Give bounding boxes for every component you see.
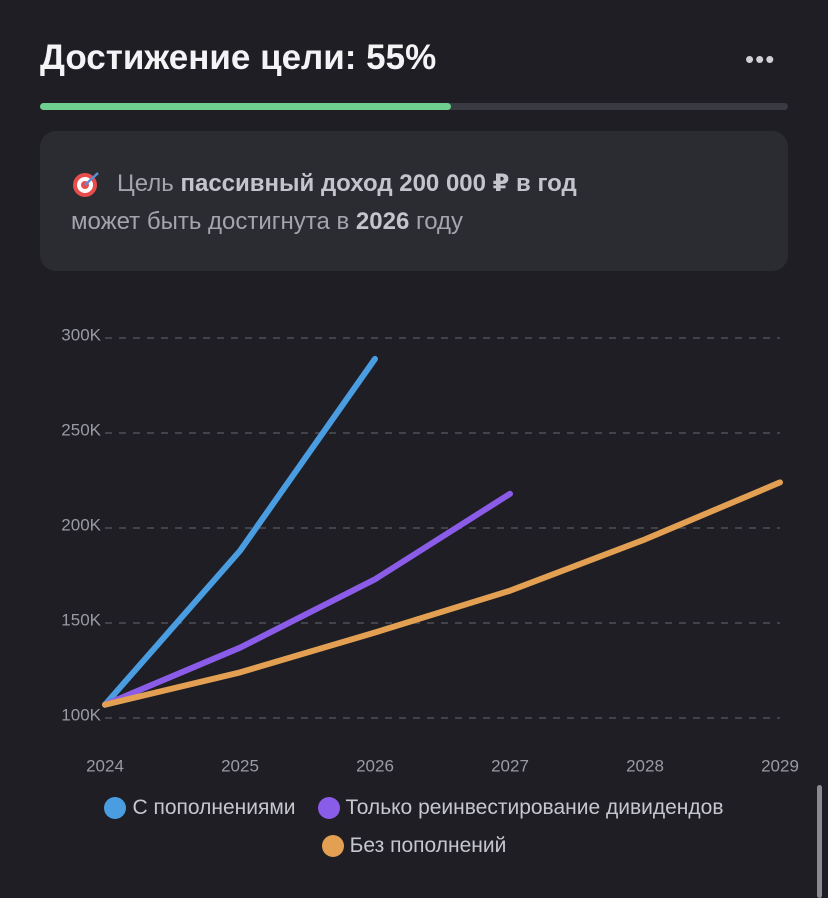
y-tick-label: 150K — [61, 610, 101, 629]
x-tick-label: 2025 — [221, 756, 259, 775]
y-tick-label: 250K — [61, 420, 101, 439]
legend-item[interactable]: С пополнениями — [104, 796, 296, 820]
series-line — [102, 479, 783, 708]
info-line: может быть достигнута в 2026 году — [71, 208, 463, 236]
progress-fill — [40, 103, 452, 110]
x-tick-label: 2026 — [356, 756, 394, 775]
series-line — [102, 355, 378, 708]
y-tick-label: 300K — [61, 325, 101, 344]
legend-label: Только реинвестирование дивидендов — [345, 796, 724, 819]
target-icon — [73, 172, 99, 197]
x-tick-label: 2029 — [761, 756, 799, 775]
info-card: Цель пассивный доход 200 000 ₽ в год мож… — [40, 131, 788, 271]
legend-item[interactable]: Без пополнений — [321, 834, 507, 858]
x-tick-label: 2027 — [491, 756, 529, 775]
info-line: Цель пассивный доход 200 000 ₽ в год — [117, 169, 577, 198]
series-line — [102, 490, 513, 708]
y-tick-label: 100K — [61, 705, 101, 724]
y-tick-label: 200K — [61, 515, 101, 534]
title: Достижение цели: 55% — [40, 38, 437, 77]
info-text: году — [415, 208, 464, 235]
legend-swatch — [321, 835, 344, 857]
legend: С пополнениями Только реинвестирование ди… — [34, 796, 794, 858]
legend-swatch — [317, 797, 340, 819]
more-button[interactable]: ••• — [745, 44, 776, 74]
legend-label: Без пополнений — [349, 834, 507, 857]
legend-label: С пополнениями — [132, 796, 296, 819]
x-tick-label: 2024 — [86, 756, 124, 775]
info-text: Цель — [117, 170, 174, 197]
info-year: 2026 — [355, 208, 410, 235]
legend-swatch — [104, 797, 127, 819]
legend-item[interactable]: Только реинвестирование дивидендов — [317, 796, 724, 820]
info-text: может быть достигнута в — [71, 208, 350, 235]
info-goal: пассивный доход 200 000 ₽ в год — [180, 170, 577, 197]
progress-track — [40, 103, 788, 110]
x-tick-label: 2028 — [626, 756, 664, 775]
scrollbar — [817, 785, 822, 898]
